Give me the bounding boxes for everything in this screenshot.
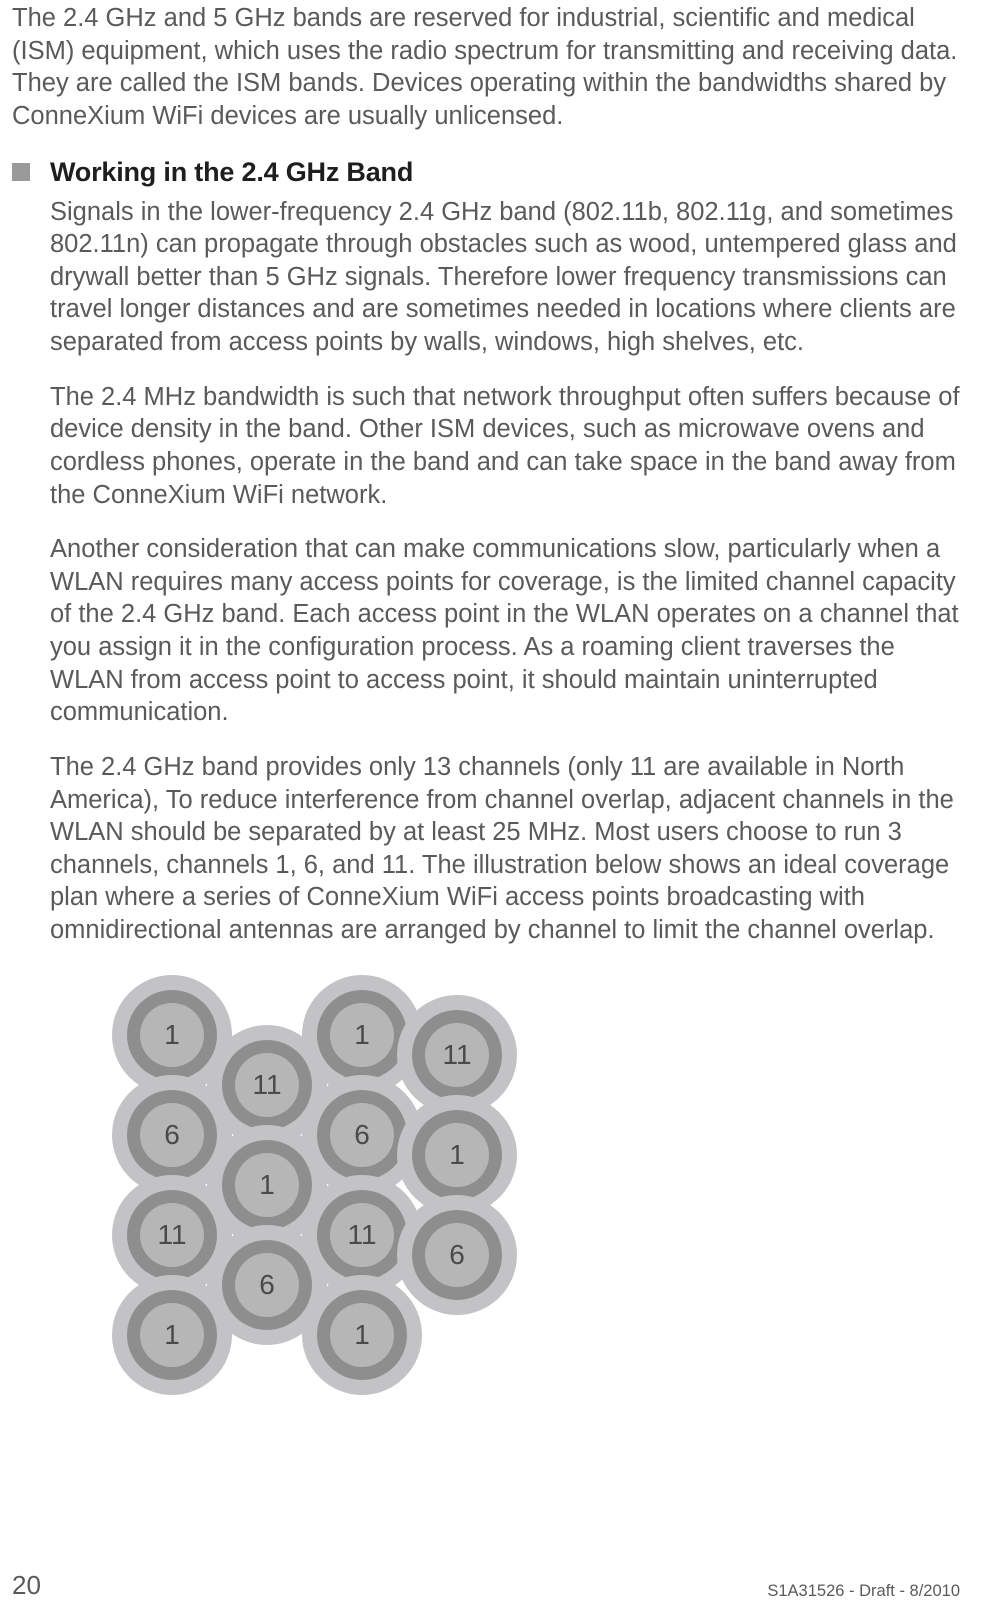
- access-point-label: 11: [330, 1203, 394, 1267]
- access-point-label: 11: [140, 1203, 204, 1267]
- access-point-label: 11: [425, 1023, 489, 1087]
- access-point-ring: 1: [412, 1110, 502, 1200]
- page-footer: 20 S1A31526 - Draft - 8/2010: [12, 1570, 960, 1601]
- access-point-label: 6: [235, 1253, 299, 1317]
- document-id: S1A31526 - Draft - 8/2010: [767, 1582, 960, 1601]
- paragraph: Another consideration that can make comm…: [50, 533, 960, 729]
- access-point-ring: 1: [317, 1290, 407, 1380]
- access-point-ring: 11: [127, 1190, 217, 1280]
- access-point-ring: 1: [222, 1140, 312, 1230]
- access-point-label: 1: [140, 1003, 204, 1067]
- access-point-label: 1: [140, 1303, 204, 1367]
- paragraph: Signals in the lower-frequency 2.4 GHz b…: [50, 196, 960, 359]
- square-bullet-icon: [12, 163, 30, 181]
- access-point-ring: 6: [222, 1240, 312, 1330]
- access-point-ring: 1: [127, 990, 217, 1080]
- intro-paragraph: The 2.4 GHz and 5 GHz bands are reserved…: [12, 0, 960, 133]
- page-number: 20: [12, 1570, 41, 1601]
- access-point-ring: 6: [412, 1210, 502, 1300]
- access-point-node: 1: [302, 1275, 422, 1395]
- channel-coverage-diagram: 111111661111116611: [92, 975, 572, 1455]
- access-point-label: 1: [330, 1303, 394, 1367]
- access-point-label: 11: [235, 1053, 299, 1117]
- access-point-ring: 11: [412, 1010, 502, 1100]
- section-heading: Working in the 2.4 GHz Band: [50, 157, 960, 188]
- access-point-ring: 6: [127, 1090, 217, 1180]
- access-point-label: 1: [330, 1003, 394, 1067]
- paragraph: The 2.4 MHz bandwidth is such that netwo…: [50, 381, 960, 512]
- access-point-ring: 11: [317, 1190, 407, 1280]
- access-point-node: 1: [112, 1275, 232, 1395]
- access-point-ring: 11: [222, 1040, 312, 1130]
- access-point-ring: 1: [127, 1290, 217, 1380]
- access-point-ring: 1: [317, 990, 407, 1080]
- paragraph: The 2.4 GHz band provides only 13 channe…: [50, 751, 960, 947]
- access-point-label: 6: [425, 1223, 489, 1287]
- access-point-ring: 6: [317, 1090, 407, 1180]
- access-point-label: 6: [330, 1103, 394, 1167]
- access-point-node: 6: [397, 1195, 517, 1315]
- access-point-label: 1: [235, 1153, 299, 1217]
- access-point-label: 6: [140, 1103, 204, 1167]
- page: The 2.4 GHz and 5 GHz bands are reserved…: [0, 0, 984, 1619]
- section-24ghz: Working in the 2.4 GHz Band Signals in t…: [12, 157, 960, 1455]
- access-point-label: 1: [425, 1123, 489, 1187]
